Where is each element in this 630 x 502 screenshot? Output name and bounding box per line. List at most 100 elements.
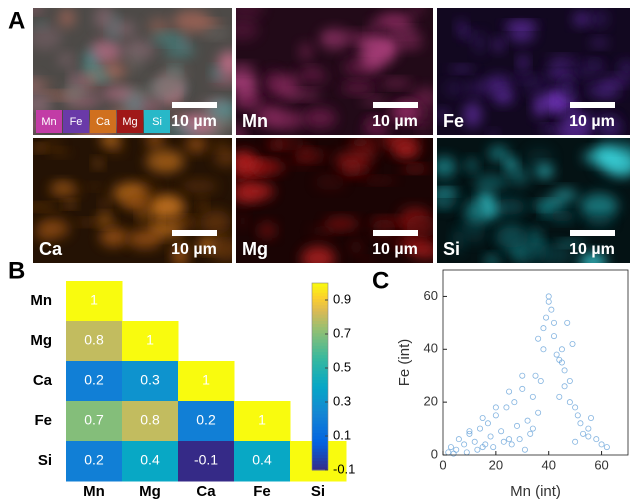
map-texture (95, 6, 114, 30)
scatter-point (504, 405, 509, 410)
colorbar-segment (312, 320, 328, 324)
scatter-point (512, 400, 517, 405)
scale-bar (172, 102, 217, 108)
map-texture (238, 213, 248, 228)
colorbar-segment (312, 370, 328, 374)
colorbar-segment (312, 386, 328, 390)
map-texture (549, 210, 576, 222)
map-texture (334, 150, 370, 171)
map-texture (466, 81, 492, 96)
x-tick-label: 40 (541, 457, 555, 472)
map-texture (535, 165, 553, 178)
scatter-point (517, 437, 522, 442)
map-texture (324, 217, 359, 229)
scatter-point (464, 450, 469, 455)
scale-bar (570, 230, 615, 236)
colorbar-tick-label: 0.3 (333, 393, 351, 408)
map-texture (181, 180, 218, 193)
map-texture (390, 28, 421, 37)
colorbar-segment (312, 405, 328, 409)
panel-label: A (8, 7, 25, 34)
colorbar-segment (312, 342, 328, 346)
cell-label: 0.2 (84, 452, 104, 468)
map-texture (401, 165, 428, 172)
colorbar-segment (312, 464, 328, 468)
scatter-point (549, 307, 554, 312)
colorbar-tick-label: 0.5 (333, 359, 351, 374)
colorbar-segment (312, 295, 328, 299)
colorbar-segment (312, 420, 328, 424)
map-texture (102, 62, 126, 79)
scatter-point (477, 426, 482, 431)
map-texture (76, 219, 99, 225)
map-texture (91, 39, 120, 63)
scatter-point (536, 410, 541, 415)
colorbar-segment (312, 355, 328, 359)
map-texture (164, 43, 195, 57)
map-texture (319, 28, 350, 49)
map-texture (33, 145, 44, 152)
map-texture (301, 246, 335, 271)
scale-bar-label: 10 µm (569, 241, 615, 258)
scale-bar (373, 230, 418, 236)
map-texture (229, 63, 255, 72)
scatter-point (586, 426, 591, 431)
map-texture (101, 87, 134, 101)
scale-bar (373, 102, 418, 108)
scatter-point (567, 378, 572, 383)
map-texture (550, 88, 563, 112)
colorbar-segment (312, 358, 328, 362)
row-label: Mg (30, 332, 52, 349)
map-texture (586, 215, 613, 227)
scatter-point (588, 415, 593, 420)
scatter-point (594, 437, 599, 442)
scatter-point (506, 389, 511, 394)
map-texture (584, 85, 623, 97)
scatter-point (557, 394, 562, 399)
map-texture (376, 13, 413, 29)
colorbar-segment (312, 305, 328, 309)
colorbar-segment (312, 289, 328, 293)
cell-label: 0.2 (196, 412, 216, 428)
colorbar-segment (312, 454, 328, 458)
x-tick-label: 60 (594, 457, 608, 472)
map-texture (466, 159, 478, 172)
scatter-point (533, 373, 538, 378)
scatter-point (541, 347, 546, 352)
colorbar-segment (312, 317, 328, 321)
scatter-point (604, 444, 609, 449)
map-texture (315, 174, 346, 190)
column-label: Mg (139, 483, 161, 500)
column-label: Ca (196, 483, 216, 500)
map-texture (87, 184, 101, 190)
scale-bar-label: 10 µm (171, 241, 217, 258)
map-texture (548, 56, 576, 63)
element-label: Ca (39, 239, 63, 259)
scatter-point (551, 333, 556, 338)
colorbar-segment (312, 302, 328, 306)
map-texture (431, 189, 458, 195)
map-texture (28, 24, 62, 49)
map-texture (65, 86, 81, 101)
map-texture (173, 10, 210, 32)
scatter-point (551, 320, 556, 325)
colorbar-segment (312, 286, 328, 290)
cell-label: 0.4 (252, 452, 272, 468)
map-texture (163, 160, 171, 167)
row-label: Ca (33, 372, 53, 389)
scatter-point (570, 341, 575, 346)
colorbar-segment (312, 339, 328, 343)
map-texture (488, 130, 497, 138)
colorbar-segment (312, 383, 328, 387)
scatter-point (499, 429, 504, 434)
map-texture (341, 83, 375, 94)
scatter-point (543, 315, 548, 320)
map-texture (561, 76, 574, 101)
map-texture (127, 49, 141, 73)
scatter-point (554, 352, 559, 357)
map-texture (540, 125, 558, 132)
map-texture (185, 136, 207, 153)
colorbar-segment (312, 448, 328, 452)
map-texture (394, 143, 419, 157)
scatter-point (520, 386, 525, 391)
